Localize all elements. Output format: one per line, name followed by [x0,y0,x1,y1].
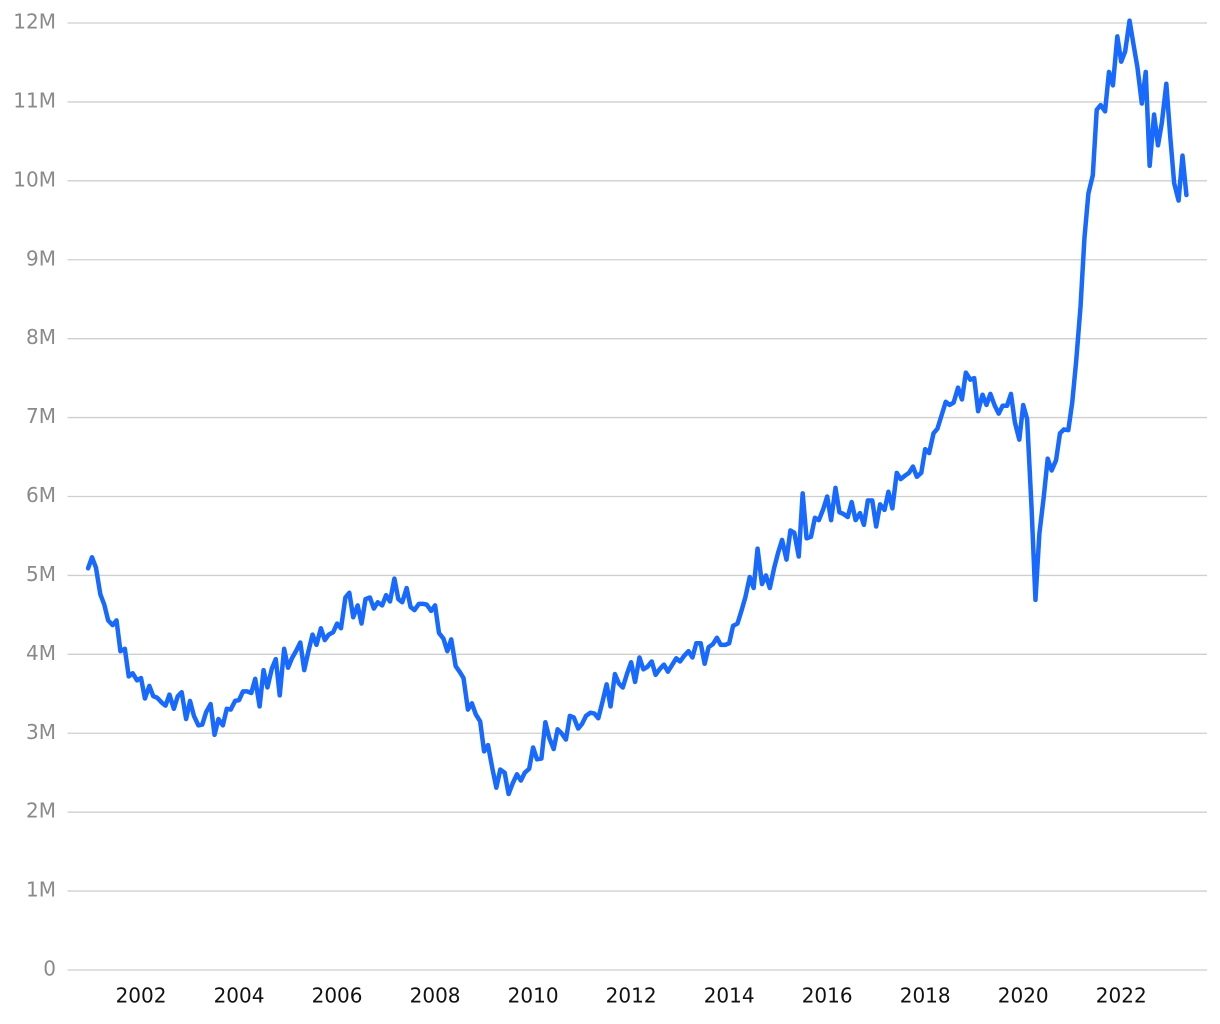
y-tick-label: 4M [26,641,56,665]
y-tick-label: 8M [26,325,56,349]
y-tick-label: 11M [13,88,56,112]
y-tick-label: 3M [26,720,56,744]
y-tick-label: 2M [26,799,56,823]
y-tick-label: 0 [43,957,56,981]
data-line [85,18,1189,797]
y-tick-label: 12M [13,10,56,34]
x-tick-label: 2014 [704,984,755,1008]
x-tick-label: 2008 [410,984,461,1008]
x-tick-label: 2020 [998,984,1049,1008]
y-tick-label: 1M [26,878,56,902]
x-tick-label: 2002 [116,984,167,1008]
x-tick-label: 2012 [606,984,657,1008]
x-tick-label: 2006 [312,984,363,1008]
x-tick-label: 2016 [802,984,853,1008]
x-tick-label: 2010 [508,984,559,1008]
x-tick-label: 2022 [1096,984,1147,1008]
y-tick-label: 10M [13,167,56,191]
y-tick-label: 7M [26,404,56,428]
y-tick-label: 5M [26,562,56,586]
x-tick-label: 2004 [214,984,265,1008]
y-tick-label: 9M [26,246,56,270]
y-tick-label: 6M [26,483,56,507]
x-tick-label: 2018 [900,984,951,1008]
